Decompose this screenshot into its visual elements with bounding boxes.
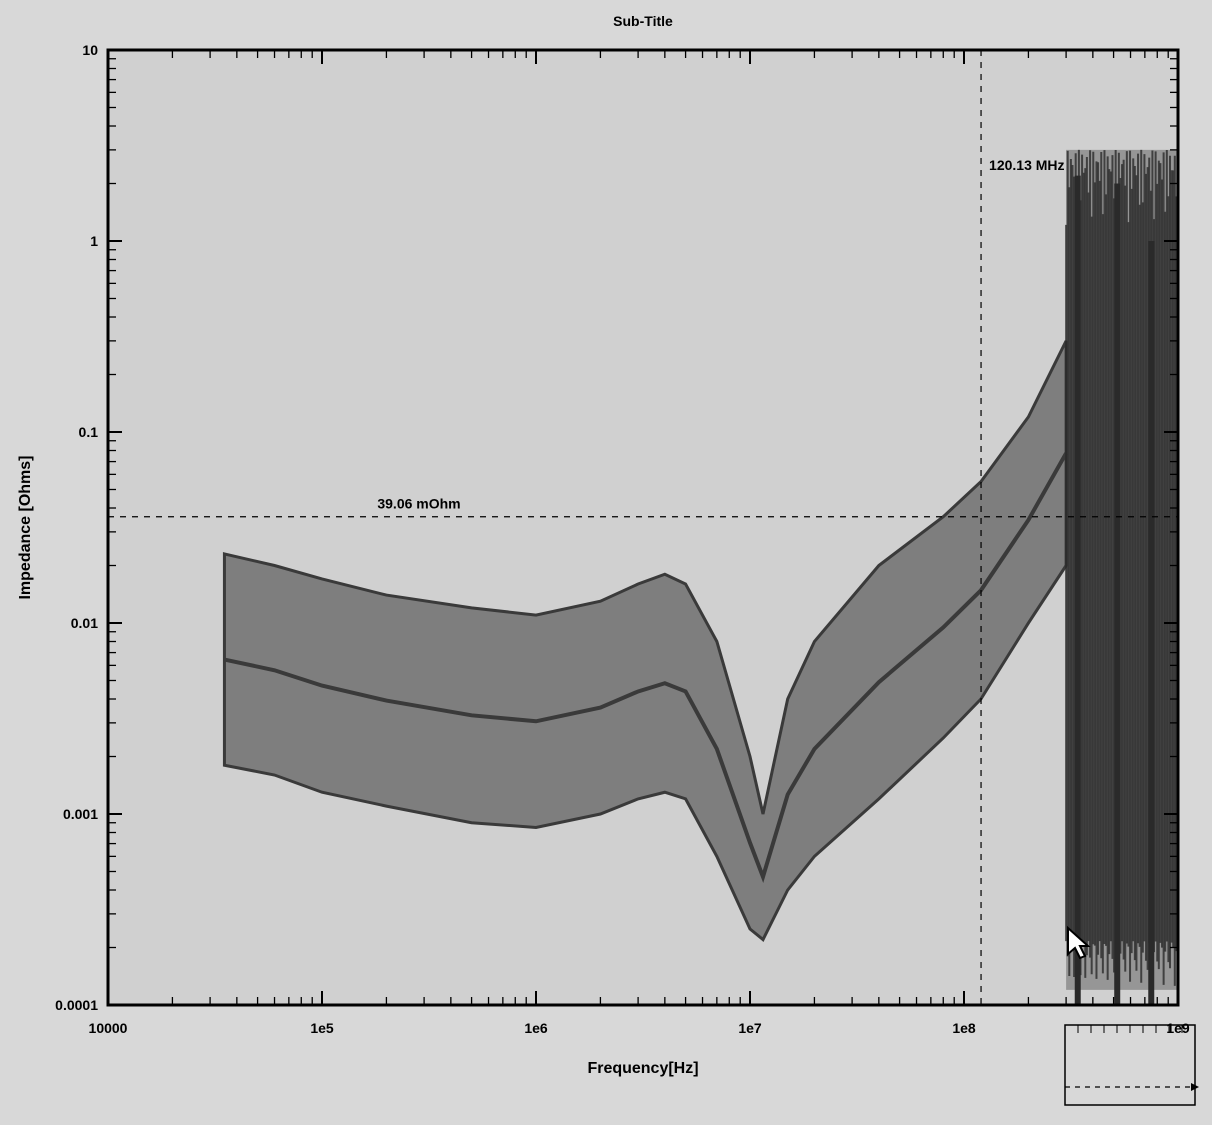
x-tick-label: 1e9 <box>1166 1020 1190 1036</box>
vertical-cursor-label: 120.13 MHz <box>989 157 1064 173</box>
x-tick-label: 10000 <box>89 1020 128 1036</box>
y-tick-label: 1 <box>90 233 98 249</box>
x-tick-label: 1e6 <box>524 1020 548 1036</box>
horizontal-cursor-label: 39.06 mOhm <box>377 496 460 512</box>
chart-title: Sub-Title <box>613 13 673 29</box>
x-tick-label: 1e5 <box>310 1020 334 1036</box>
y-axis-label: Impedance [Ohms] <box>17 455 34 599</box>
y-tick-label: 10 <box>82 42 98 58</box>
chart-svg: 39.06 mOhm 120.13 MHz 10000 1e5 1e6 1e7 1e8 1e9… <box>0 0 1212 1125</box>
hf-noise-region <box>1066 150 1178 1005</box>
y-tick-label: 0.01 <box>71 615 98 631</box>
y-tick-label: 0.0001 <box>55 997 98 1013</box>
impedance-vs-frequency-chart: 39.06 mOhm 120.13 MHz 10000 1e5 1e6 1e7 1e8 1e9… <box>0 0 1212 1125</box>
x-axis-label: Frequency[Hz] <box>587 1060 698 1077</box>
x-tick-label: 1e8 <box>952 1020 976 1036</box>
y-tick-label: 0.001 <box>63 806 98 822</box>
y-tick-label: 0.1 <box>79 424 99 440</box>
x-tick-label: 1e7 <box>738 1020 762 1036</box>
